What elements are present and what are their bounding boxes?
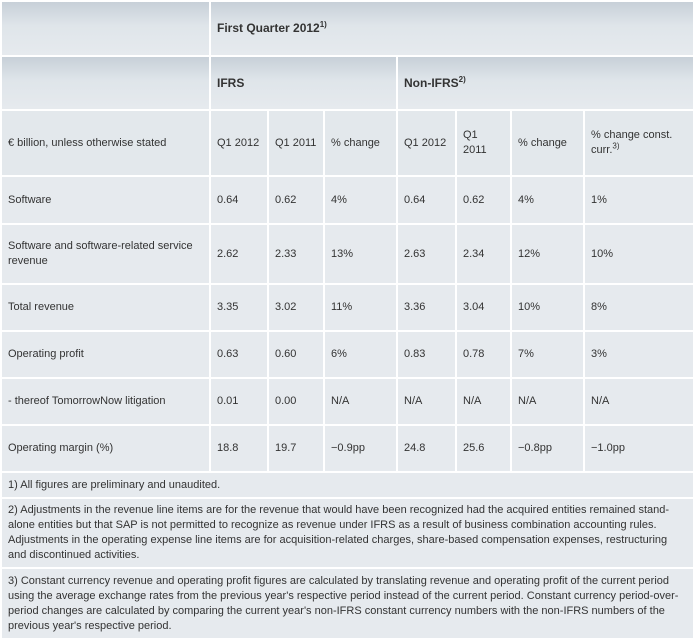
cell: N/A (323, 377, 398, 426)
unit-label: € billion, unless otherwise stated (0, 109, 211, 177)
header-blank (0, 0, 211, 57)
cell: 0.60 (267, 330, 325, 379)
footnote-2: 2) Adjustments in the revenue line items… (0, 497, 694, 569)
cell: 4% (510, 175, 585, 225)
cell: 25.6 (455, 424, 512, 473)
col-nonifrs-q1-2011: Q1 2011 (455, 109, 512, 177)
row-label: Software and software-related service re… (0, 223, 211, 285)
ifrs-header: IFRS (209, 55, 398, 111)
cell: 18.8 (209, 424, 269, 473)
period-title: First Quarter 2012 (217, 21, 320, 35)
cell: 2.63 (396, 223, 457, 285)
col-nonifrs-change: % change (510, 109, 585, 177)
cell: 0.83 (396, 330, 457, 379)
cell: −0.8pp (510, 424, 585, 473)
col-ifrs-q1-2012: Q1 2012 (209, 109, 269, 177)
col-ifrs-change: % change (323, 109, 398, 177)
table-row: - thereof TomorrowNow litigation 0.01 0.0… (0, 377, 694, 426)
cell: 3.36 (396, 283, 457, 332)
table-row: Software and software-related service re… (0, 223, 694, 285)
table-row: Operating margin (%) 18.8 19.7 −0.9pp 24.8 2… (0, 424, 694, 473)
col-const-curr: % change const. curr.3) (582, 109, 694, 177)
cell: 13% (323, 223, 398, 285)
cell: 0.01 (209, 377, 269, 426)
row-label: Total revenue (0, 283, 211, 332)
cell: 8% (582, 283, 694, 332)
row-label: - thereof TomorrowNow litigation (0, 377, 211, 426)
row-label: Operating margin (%) (0, 424, 211, 473)
cell: 3% (582, 330, 694, 379)
cell: 2.33 (267, 223, 325, 285)
cell: 10% (582, 223, 694, 285)
footnote-3: 3) Constant currency revenue and operati… (0, 567, 694, 640)
cell: 1% (582, 175, 694, 225)
table-row: Software 0.64 0.62 4% 0.64 0.62 4% 1% (0, 175, 694, 225)
cell: 10% (510, 283, 585, 332)
header-blank (0, 55, 211, 111)
cell: 12% (510, 223, 585, 285)
cell: 0.64 (396, 175, 457, 225)
cell: 0.62 (267, 175, 325, 225)
cell: 19.7 (267, 424, 325, 473)
cell: 0.78 (455, 330, 512, 379)
col-nonifrs-q1-2012: Q1 2012 (396, 109, 457, 177)
footnote-1: 1) All figures are preliminary and unaud… (0, 471, 694, 499)
cell: 0.62 (455, 175, 512, 225)
non-ifrs-title: Non-IFRS (404, 75, 459, 90)
cell: N/A (455, 377, 512, 426)
cell: 0.64 (209, 175, 269, 225)
cell: 3.04 (455, 283, 512, 332)
cell: 0.00 (267, 377, 325, 426)
footnote-ref: 3) (612, 141, 620, 151)
non-ifrs-header: Non-IFRS2) (395, 55, 694, 111)
cell: −1.0pp (582, 424, 694, 473)
cell: 4% (323, 175, 398, 225)
cell: 0.63 (209, 330, 269, 379)
cell: N/A (396, 377, 457, 426)
footnote-ref: 2) (458, 74, 466, 84)
row-label: Operating profit (0, 330, 211, 379)
cell: −0.9pp (323, 424, 398, 473)
row-label: Software (0, 175, 211, 225)
cell: 2.62 (209, 223, 269, 285)
cell: 2.34 (455, 223, 512, 285)
cell: 11% (323, 283, 398, 332)
cell: 6% (323, 330, 398, 379)
cell: 24.8 (396, 424, 457, 473)
cell: N/A (582, 377, 694, 426)
table-row: Total revenue 3.35 3.02 11% 3.36 3.04 10% 8% (0, 283, 694, 332)
const-curr-label: % change const. curr. (591, 129, 673, 156)
period-header: First Quarter 20121) (208, 0, 694, 57)
cell: N/A (510, 377, 585, 426)
col-ifrs-q1-2011: Q1 2011 (267, 109, 325, 177)
cell: 7% (510, 330, 585, 379)
table-row: Operating profit 0.63 0.60 6% 0.83 0.78 7% 3% (0, 330, 694, 379)
footnote-ref: 1) (319, 20, 327, 29)
cell: 3.35 (209, 283, 269, 332)
cell: 3.02 (267, 283, 325, 332)
